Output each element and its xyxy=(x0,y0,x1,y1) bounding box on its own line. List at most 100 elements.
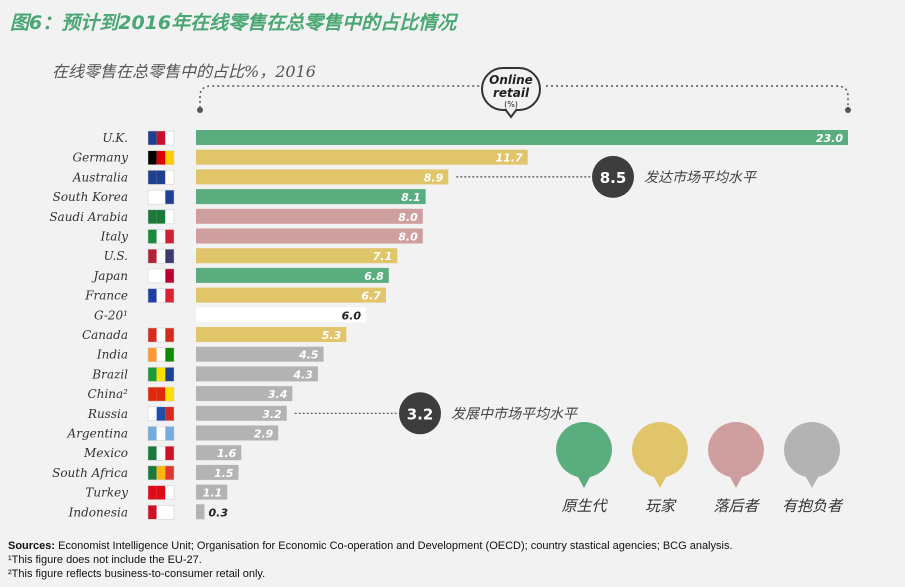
average-label: 发达市场平均水平 xyxy=(644,170,758,186)
sources-label: Sources: xyxy=(8,540,56,552)
flag-icon xyxy=(147,445,175,461)
category-label: Germany xyxy=(73,151,129,165)
bar-row: Japan 6.8 xyxy=(90,267,389,284)
bar-player xyxy=(196,248,398,264)
flag-icon xyxy=(147,209,175,225)
value-label: 2.9 xyxy=(254,428,274,441)
flag-icon xyxy=(147,130,175,146)
flag-icon xyxy=(147,189,175,205)
bar-row: U.S. 7.1 xyxy=(104,248,398,264)
bar-chart: Online retail (%) U.K. 23.0 Germany 11.7 Aus… xyxy=(49,67,851,520)
legend-item: 原生代 xyxy=(556,422,612,515)
bar-row: U.K. 23.0 xyxy=(102,130,848,146)
flag-icon xyxy=(147,465,175,481)
bar-player xyxy=(196,169,449,185)
value-label: 7.1 xyxy=(373,250,393,263)
category-label: South Korea xyxy=(53,190,128,204)
flag-icon xyxy=(147,426,175,441)
flag-icon xyxy=(147,248,175,264)
category-label: U.S. xyxy=(104,249,128,263)
bar-row: Russia 3.2 xyxy=(87,405,287,422)
category-label: Australia xyxy=(72,170,128,184)
category-label: Mexico xyxy=(83,446,128,460)
value-label: 4.5 xyxy=(298,349,319,362)
bar-aspiring xyxy=(196,386,293,402)
category-label: Saudi Arabia xyxy=(49,210,128,224)
category-label: Indonesia xyxy=(68,505,128,519)
bar-row: Italy 8.0 xyxy=(100,228,423,244)
bar-player xyxy=(196,287,386,303)
value-label: 1.6 xyxy=(217,447,237,460)
average-value: 3.2 xyxy=(407,405,434,423)
category-label: Japan xyxy=(90,269,128,283)
legend-marker-laggard xyxy=(708,422,764,488)
bar-row: India 4.5 xyxy=(96,346,324,362)
legend-marker-native xyxy=(556,422,612,488)
legend-label: 落后者 xyxy=(713,497,760,515)
value-label: 1.5 xyxy=(214,467,234,480)
value-label: 4.3 xyxy=(292,368,313,381)
average-value: 8.5 xyxy=(600,169,627,187)
bar-aspiring xyxy=(196,504,205,520)
category-label: Russia xyxy=(87,407,128,421)
header-bubble-line2: retail xyxy=(493,86,530,100)
bar-benchmark xyxy=(196,307,367,323)
flag-icon xyxy=(147,406,175,422)
bar-aspiring xyxy=(196,366,318,382)
bar-aspiring xyxy=(196,445,242,461)
value-label: 8.0 xyxy=(398,231,418,244)
bar-row: Argentina 2.9 xyxy=(67,425,279,441)
category-label: Turkey xyxy=(85,486,128,500)
bar-laggard xyxy=(196,228,423,244)
bar-row: Brazil 4.3 xyxy=(91,366,318,382)
bar-row: South Africa 1.5 xyxy=(52,464,239,481)
average-label: 发展中市场平均水平 xyxy=(451,406,579,422)
bar-row: France 6.7 xyxy=(84,287,386,303)
legend-label: 玩家 xyxy=(645,497,677,515)
value-label: 8.1 xyxy=(401,191,421,204)
bar-aspiring xyxy=(196,464,239,480)
value-label: 1.1 xyxy=(203,487,223,500)
category-label: India xyxy=(96,348,128,362)
value-label: 3.4 xyxy=(268,388,288,401)
bar-row: G-20¹ 6.0 xyxy=(94,307,367,323)
bar-row: Indonesia 0.3 xyxy=(68,504,229,520)
flag-icon xyxy=(147,268,175,284)
flag-icon xyxy=(147,367,175,382)
flag-icon xyxy=(147,288,175,303)
legend-item: 有抱负者 xyxy=(782,422,844,515)
header-bubble-line3: (%) xyxy=(504,100,518,109)
bar-row: Canada 5.3 xyxy=(82,327,347,343)
value-label: 6.7 xyxy=(361,290,381,303)
online-retail-header-bubble: Online retail (%) xyxy=(197,67,851,119)
bar-player xyxy=(196,149,528,165)
category-label: South Africa xyxy=(52,466,128,480)
value-label: 5.3 xyxy=(322,329,342,342)
bar-aspiring xyxy=(196,425,279,441)
category-label: France xyxy=(84,289,128,303)
bar-native xyxy=(196,267,389,283)
legend-label: 原生代 xyxy=(561,497,608,515)
value-label: 11.7 xyxy=(496,152,523,165)
value-label: 6.8 xyxy=(364,270,384,283)
category-label: U.K. xyxy=(102,131,128,145)
bar-row: South Korea 8.1 xyxy=(53,189,426,205)
average-annotation: 3.2 发展中市场平均水平 xyxy=(294,392,579,435)
sources-text: Economist Intelligence Unit; Organisatio… xyxy=(58,540,733,552)
legend-label: 有抱负者 xyxy=(782,497,844,515)
bar-row: Saudi Arabia 8.0 xyxy=(49,208,423,225)
bar-row: China² 3.4 xyxy=(88,386,293,402)
flag-icon xyxy=(147,229,175,244)
value-label: 8.0 xyxy=(398,211,418,224)
value-label: 23.0 xyxy=(816,132,843,145)
footnote-2: ²This figure reflects business-to-consum… xyxy=(8,568,266,580)
category-label: Argentina xyxy=(67,427,128,441)
average-annotation: 8.5 发达市场平均水平 xyxy=(456,155,758,198)
bar-row: Australia 8.9 xyxy=(72,169,449,185)
header-bubble-line1: Online xyxy=(489,73,533,87)
category-label: G-20¹ xyxy=(94,308,128,322)
bar-aspiring xyxy=(196,405,287,421)
bar-aspiring xyxy=(196,346,324,362)
flag-icon xyxy=(147,347,175,362)
value-label: 0.3 xyxy=(209,506,229,519)
